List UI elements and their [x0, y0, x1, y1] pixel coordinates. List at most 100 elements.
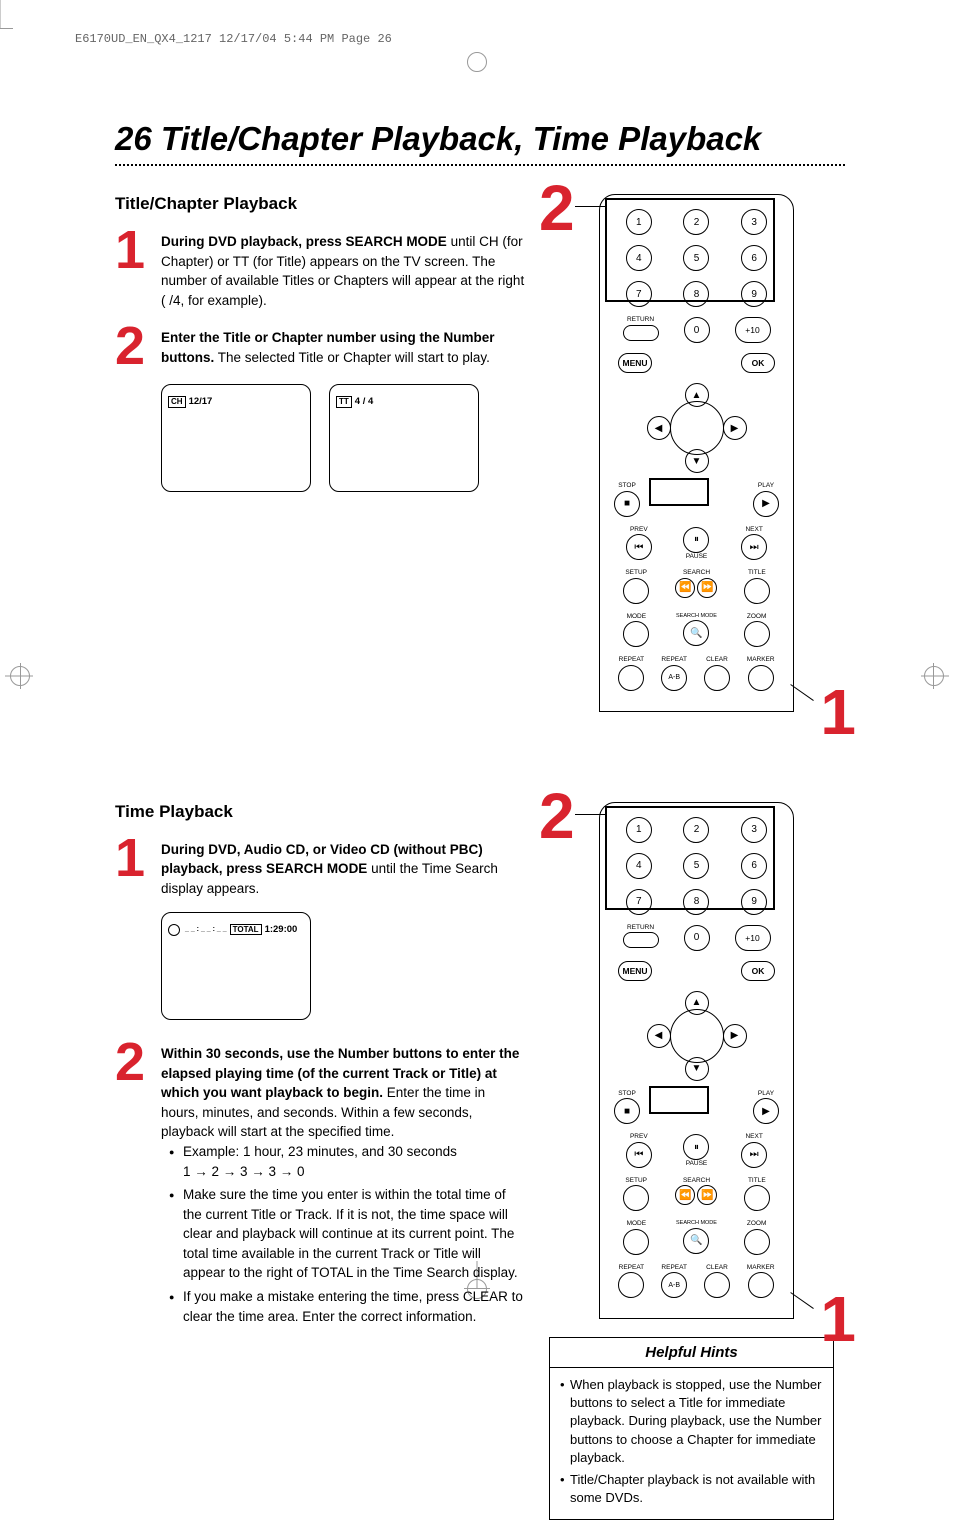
dpad-down[interactable]: ▼: [685, 449, 709, 473]
remote-dpad: ▲ ▼ ◀ ▶: [637, 991, 757, 1081]
repeatab-label: REPEAT: [661, 657, 687, 664]
dpad-right[interactable]: ▶: [723, 1024, 747, 1048]
remote-btn-return[interactable]: [623, 325, 659, 341]
searchmode-label: SEARCH MODE: [676, 1221, 717, 1227]
repeat-label: REPEAT: [619, 1265, 645, 1272]
remote-btn-ok[interactable]: OK: [741, 961, 775, 981]
remote-btn-plus10[interactable]: +10: [735, 317, 771, 343]
remote-btn-plus10[interactable]: +10: [735, 925, 771, 951]
repeat-label: REPEAT: [619, 657, 645, 664]
remote-btn-ff[interactable]: ⏩: [697, 578, 717, 598]
dpad-right[interactable]: ▶: [723, 416, 747, 440]
crop-mark: [20, 663, 21, 689]
osd-time-box: _ _ : _ _ : _ _ TOTAL 1:29:00: [161, 912, 311, 1020]
dpad-down[interactable]: ▼: [685, 1057, 709, 1081]
remote-diagram-2: 2 1 1 2 3 4 5 6: [599, 802, 794, 1320]
crop-mark: [0, 28, 13, 29]
remote-btn-ab[interactable]: A-B: [661, 1272, 687, 1298]
step-bold: During DVD playback, press SEARCH MODE: [161, 234, 447, 249]
remote-btn-play[interactable]: ▶: [753, 1098, 779, 1124]
remote-btn-clear[interactable]: [704, 665, 730, 691]
bullet-item: Make sure the time you enter is within t…: [169, 1185, 525, 1283]
remote-btn-next[interactable]: ⏭: [741, 534, 767, 560]
title-label: TITLE: [748, 1178, 766, 1185]
crop-mark: [0, 0, 1, 28]
remote-btn-ok[interactable]: OK: [741, 353, 775, 373]
play-label: PLAY: [758, 1091, 774, 1098]
remote-btn-searchmode[interactable]: 🔍: [683, 1228, 709, 1254]
remote-btn-ff[interactable]: ⏩: [697, 1185, 717, 1205]
remote-btn-repeat[interactable]: [618, 1272, 644, 1298]
hints-title: Helpful Hints: [550, 1338, 833, 1368]
remote-btn-rew[interactable]: ⏪: [675, 578, 695, 598]
pause-label: PAUSE: [686, 1161, 708, 1168]
dotted-rule: [115, 164, 845, 166]
remote-btn-menu[interactable]: MENU: [618, 353, 652, 373]
helpful-hints-box: Helpful Hints When playback is stopped, …: [549, 1337, 834, 1520]
dpad-left[interactable]: ◀: [647, 1024, 671, 1048]
remote-btn-next[interactable]: ⏭: [741, 1142, 767, 1168]
remote-btn-stop[interactable]: ■: [614, 1098, 640, 1124]
remote-btn-prev[interactable]: ⏮: [626, 1142, 652, 1168]
page-title-text: Title/Chapter Playback, Time Playback: [161, 120, 761, 157]
play-label: PLAY: [758, 483, 774, 490]
marker-label: MARKER: [747, 1265, 775, 1272]
remote-btn-marker[interactable]: [748, 1272, 774, 1298]
remote-btn-zoom[interactable]: [744, 1229, 770, 1255]
clock-icon: [168, 924, 182, 936]
return-label: RETURN: [627, 317, 654, 324]
remote-btn-ab[interactable]: A-B: [661, 665, 687, 691]
step2-bullets: Example: 1 hour, 23 minutes, and 30 seco…: [169, 1142, 525, 1326]
pause-label: PAUSE: [686, 554, 708, 561]
remote-btn-0[interactable]: 0: [684, 925, 710, 951]
stop-label: STOP: [618, 1091, 636, 1098]
callout-1: 1: [820, 1287, 856, 1351]
zoom-label: ZOOM: [747, 1221, 767, 1228]
remote-btn-mode[interactable]: [623, 1229, 649, 1255]
remote-btn-clear[interactable]: [704, 1272, 730, 1298]
setup-label: SETUP: [625, 570, 647, 577]
osd-chip: TT: [336, 396, 352, 408]
remote-btn-title[interactable]: [744, 1185, 770, 1211]
osd-value: 12/17: [189, 396, 213, 407]
remote-btn-stop[interactable]: ■: [614, 491, 640, 517]
remote-btn-play[interactable]: ▶: [753, 491, 779, 517]
remote-btn-menu[interactable]: MENU: [618, 961, 652, 981]
bullet-item: Example: 1 hour, 23 minutes, and 30 seco…: [169, 1142, 525, 1181]
remote-btn-searchmode[interactable]: 🔍: [683, 620, 709, 646]
remote-dpad: ▲ ▼ ◀ ▶: [637, 383, 757, 473]
remote-diagram-1: 2 1 1 2 3 4 5 6: [599, 194, 794, 712]
remote-btn-0[interactable]: 0: [684, 317, 710, 343]
section1-step1: 1 During DVD playback, press SEARCH MODE…: [115, 228, 525, 310]
remote-btn-setup[interactable]: [623, 1185, 649, 1211]
step-rest: The selected Title or Chapter will start…: [214, 350, 490, 365]
title-label: TITLE: [748, 570, 766, 577]
hint-item: Title/Chapter playback is not available …: [560, 1471, 823, 1507]
osd-value: 4 / 4: [355, 396, 374, 407]
next-label: NEXT: [745, 1134, 762, 1141]
osd-chapter-box: CH 12/17: [161, 384, 311, 492]
osd-time-example: _ _ : _ _ : _ _ TOTAL 1:29:00: [161, 912, 525, 1020]
remote-btn-pause[interactable]: ⏸: [683, 1134, 709, 1160]
remote-btn-title[interactable]: [744, 578, 770, 604]
remote-btn-zoom[interactable]: [744, 621, 770, 647]
remote-btn-return[interactable]: [623, 932, 659, 948]
remote-btn-prev[interactable]: ⏮: [626, 534, 652, 560]
remote-btn-setup[interactable]: [623, 578, 649, 604]
remote-btn-marker[interactable]: [748, 665, 774, 691]
remote-btn-pause[interactable]: ⏸: [683, 527, 709, 553]
dpad-up[interactable]: ▲: [685, 991, 709, 1015]
crop-mark: [5, 675, 33, 676]
osd-title-box: TT 4 / 4: [329, 384, 479, 492]
dpad-up[interactable]: ▲: [685, 383, 709, 407]
page-title: 26 Title/Chapter Playback, Time Playback: [115, 120, 845, 158]
section2-step2: 2 Within 30 seconds, use the Number butt…: [115, 1040, 525, 1330]
remote-btn-mode[interactable]: [623, 621, 649, 647]
dpad-left[interactable]: ◀: [647, 416, 671, 440]
remote-btn-repeat[interactable]: [618, 665, 644, 691]
remote-btn-rew[interactable]: ⏪: [675, 1185, 695, 1205]
crop-mark: [467, 52, 487, 72]
step-number: 2: [115, 1040, 151, 1330]
page-content: 26 Title/Chapter Playback, Time Playback…: [115, 120, 845, 1520]
osd-chip: CH: [168, 396, 186, 408]
